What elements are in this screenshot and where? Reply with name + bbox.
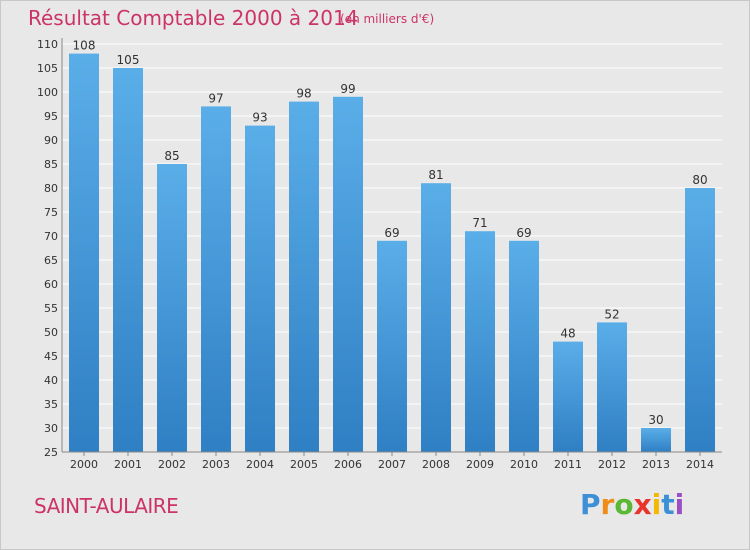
y-tick-label: 105 <box>37 62 58 75</box>
bar-2011 <box>553 341 583 452</box>
logo-letter: i <box>674 488 685 521</box>
x-tick-label-2012: 2012 <box>598 458 626 471</box>
y-tick-label: 50 <box>44 326 58 339</box>
data-label-2001: 105 <box>117 53 140 67</box>
bar-2006 <box>333 96 363 453</box>
logo-letter: o <box>614 488 634 521</box>
data-label-2013: 30 <box>648 413 663 427</box>
logo-letter: x <box>633 488 652 521</box>
x-tick-label-2013: 2013 <box>642 458 670 471</box>
chart-subtitle: (en milliers d'€) <box>340 12 435 26</box>
data-label-2009: 71 <box>472 216 487 230</box>
x-tick-label-2009: 2009 <box>466 458 494 471</box>
logo-letter: r <box>600 488 615 521</box>
logo-letter: P <box>580 488 601 521</box>
y-tick-label: 45 <box>44 350 58 363</box>
bar-2008 <box>421 183 451 452</box>
x-tick-label-2005: 2005 <box>290 458 318 471</box>
data-label-2006: 99 <box>340 82 355 96</box>
data-label-2010: 69 <box>516 226 531 240</box>
y-tick-label: 110 <box>37 38 58 51</box>
y-tick-label: 75 <box>44 206 58 219</box>
y-tick-label: 55 <box>44 302 58 315</box>
data-label-2012: 52 <box>604 307 619 321</box>
y-tick-label: 40 <box>44 374 58 387</box>
logo-letter: i <box>651 488 662 521</box>
x-tick-label-2004: 2004 <box>246 458 274 471</box>
x-tick-label-2010: 2010 <box>510 458 538 471</box>
y-tick-label: 25 <box>44 446 58 459</box>
y-tick-label: 60 <box>44 278 58 291</box>
bar-2014 <box>685 188 715 452</box>
bar-2001 <box>113 68 143 452</box>
bar-2000 <box>69 53 99 452</box>
bar-2004 <box>245 125 275 452</box>
y-tick-label: 65 <box>44 254 58 267</box>
y-tick-label: 80 <box>44 182 58 195</box>
data-label-2008: 81 <box>428 168 443 182</box>
bar-2003 <box>201 106 231 453</box>
proxiti-logo: Proxiti <box>580 488 684 521</box>
y-tick-label: 85 <box>44 158 58 171</box>
x-tick-label-2002: 2002 <box>158 458 186 471</box>
data-label-2007: 69 <box>384 226 399 240</box>
x-tick-label-2014: 2014 <box>686 458 714 471</box>
y-tick-label: 30 <box>44 422 58 435</box>
x-tick-label-2006: 2006 <box>334 458 362 471</box>
bar-2009 <box>465 231 495 452</box>
x-tick-label-2007: 2007 <box>378 458 406 471</box>
data-label-2014: 80 <box>692 173 707 187</box>
y-tick-label: 90 <box>44 134 58 147</box>
data-label-2005: 98 <box>296 87 311 101</box>
y-tick-label: 95 <box>44 110 58 123</box>
chart-title: Résultat Comptable 2000 à 2014 <box>28 6 359 30</box>
y-tick-label: 100 <box>37 86 58 99</box>
x-tick-label-2001: 2001 <box>114 458 142 471</box>
logo-letter: t <box>661 488 675 521</box>
bar-2002 <box>157 164 187 452</box>
bar-2012 <box>597 322 627 452</box>
bar-2007 <box>377 240 407 452</box>
commune-name: SAINT-AULAIRE <box>34 494 179 518</box>
x-tick-label-2003: 2003 <box>202 458 230 471</box>
data-label-2002: 85 <box>164 149 179 163</box>
y-tick-label: 70 <box>44 230 58 243</box>
x-tick-label-2011: 2011 <box>554 458 582 471</box>
y-tick-label: 35 <box>44 398 58 411</box>
x-tick-label-2000: 2000 <box>70 458 98 471</box>
bar-2010 <box>509 240 539 452</box>
bar-2013 <box>641 428 671 452</box>
bar-2005 <box>289 101 319 452</box>
data-label-2004: 93 <box>252 111 267 125</box>
x-tick-label-2008: 2008 <box>422 458 450 471</box>
data-label-2003: 97 <box>208 91 223 105</box>
data-label-2000: 108 <box>73 39 96 53</box>
data-label-2011: 48 <box>560 327 575 341</box>
